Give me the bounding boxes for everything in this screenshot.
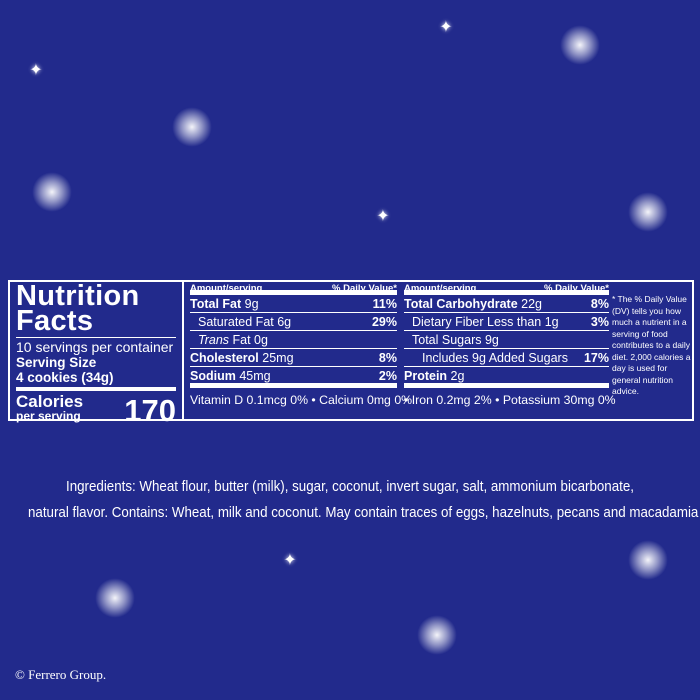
nutrient-name: Total Fat (190, 297, 242, 311)
amount-header: Amount/serving (404, 283, 477, 294)
ingredients-line: natural flavor. Contains: Wheat, milk an… (28, 505, 700, 521)
nutrient-amount: 6g (277, 315, 292, 329)
nutrient-amount: Fat 0g (232, 333, 268, 347)
calories-value: 170 (124, 393, 176, 428)
vitamins-minerals: • Iron 0.2mg 2% • Potassium 30mg 0% (404, 393, 616, 407)
ingredients-text: Ingredients: Wheat flour, butter (milk),… (28, 474, 700, 526)
nutrient-name: Sodium (190, 369, 236, 383)
calories-block: Calories per serving 170 (16, 387, 176, 428)
nutrient-name: Total Sugars 9g (412, 333, 499, 347)
label-summary: Nutrition Facts 10 servings per container… (10, 280, 184, 428)
nutrient-row: Sodium 45mg 2% (190, 367, 397, 388)
nutrition-facts-label: Nutrition Facts 10 servings per container… (8, 280, 694, 428)
column-header: Amount/serving % Daily Value* (190, 282, 397, 295)
calories-label: Calories (16, 392, 84, 411)
nutrient-row: Total Fat 9g 11% (190, 295, 397, 313)
nutrient-name: Cholesterol (190, 351, 259, 365)
nutrient-row: Dietary Fiber Less than 1g 3% (404, 313, 609, 331)
column-header: Amount/serving % Daily Value* (404, 282, 609, 295)
nutrient-amount: 2g (450, 369, 465, 383)
title-line: Facts (16, 305, 94, 337)
copyright: © Ferrero Group. (15, 667, 107, 682)
bokeh-light (172, 107, 212, 147)
bokeh-light (560, 25, 600, 65)
nutrient-dv: 17% (583, 351, 609, 365)
star-icon: ✦ (29, 62, 43, 79)
amount-header: Amount/serving (190, 283, 263, 294)
nutrient-name: Includes 9g Added Sugars (422, 351, 568, 365)
bokeh-light (32, 172, 72, 212)
star-icon: ✦ (439, 19, 453, 36)
ingredients-line: Ingredients: Wheat flour, butter (milk),… (66, 479, 634, 495)
nutrient-amount: 9g (244, 297, 259, 311)
calories-sub: per serving (16, 409, 81, 423)
nutrient-row: Includes 9g Added Sugars 17% (404, 349, 609, 367)
serving-size-value: 4 cookies (34g) (16, 370, 114, 385)
daily-value-footnote: * The % Daily Value (DV) tells you how m… (612, 294, 691, 396)
nutrient-dv: 8% (378, 351, 397, 365)
nutrient-column-left: Amount/serving % Daily Value* Total Fat 9… (190, 282, 412, 407)
nutrient-dv: 2% (378, 369, 397, 383)
nutrient-name: Dietary Fiber Less than 1g (412, 315, 559, 329)
servings-per-container: 10 servings per container (16, 337, 176, 355)
bokeh-light (417, 615, 457, 655)
vitamins-minerals: Vitamin D 0.1mcg 0% • Calcium 0mg 0% (190, 393, 413, 407)
nutrient-amount: 22g (521, 297, 543, 311)
nutrient-name: Trans (198, 333, 230, 347)
label-title: Nutrition Facts (16, 280, 176, 337)
nutrient-dv: 29% (371, 315, 397, 329)
serving-size-label: Serving Size (16, 355, 97, 370)
nutrient-row: Saturated Fat 6g 29% (190, 313, 397, 331)
nutrient-row: Trans Fat 0g (190, 331, 397, 349)
nutrient-row: Total Sugars 9g (404, 331, 609, 349)
dv-header: % Daily Value* (544, 283, 609, 294)
nutrient-name: Total Carbohydrate (404, 297, 518, 311)
nutrient-dv: 8% (590, 297, 609, 311)
nutrient-amount: 45mg (239, 369, 271, 383)
dv-header: % Daily Value* (332, 283, 397, 294)
nutrient-name: Saturated Fat (198, 315, 274, 329)
nutrient-column-right: Amount/serving % Daily Value* Total Carbo… (404, 282, 616, 407)
bokeh-light (628, 192, 668, 232)
star-icon: ✦ (376, 208, 390, 225)
nutrient-name: Protein (404, 369, 448, 383)
nutrient-amount: 25mg (262, 351, 294, 365)
bokeh-light (95, 578, 135, 618)
title-line: Nutrition (16, 280, 140, 312)
star-icon: ✦ (283, 552, 297, 569)
nutrient-row: Cholesterol 25mg 8% (190, 349, 397, 367)
nutrient-row: Total Carbohydrate 22g 8% (404, 295, 609, 313)
nutrient-dv: 3% (590, 315, 609, 329)
bokeh-light (628, 540, 668, 580)
nutrient-dv: 11% (372, 297, 397, 311)
nutrient-row: Protein 2g (404, 367, 609, 388)
